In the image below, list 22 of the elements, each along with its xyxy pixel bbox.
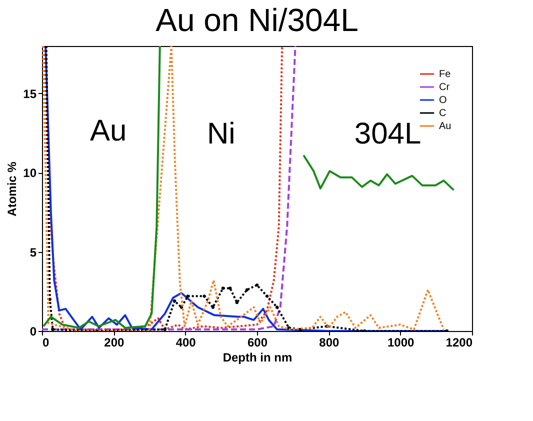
legend-label: O (439, 95, 447, 106)
x-tick-label: 0 (42, 336, 50, 350)
x-tick-label: 1200 (446, 336, 473, 350)
annotation: Ni (206, 118, 236, 151)
x-tick-label: 200 (104, 336, 124, 350)
x-tick-label: 600 (247, 336, 268, 350)
y-axis-title: Atomic % (5, 161, 20, 216)
annotation: Au (90, 114, 127, 148)
legend-label: Cr (439, 82, 450, 93)
annotation: 304L (354, 118, 422, 151)
legend-label: Fe (439, 69, 452, 80)
y-tick-label: 15 (23, 87, 37, 101)
x-tick-label: 1000 (387, 336, 415, 350)
x-axis-title: Depth in nm (222, 350, 292, 364)
legend-label: Au (439, 121, 452, 132)
y-tick-label: 10 (23, 166, 37, 180)
x-tick-label: 400 (176, 336, 196, 350)
y-tick-label: 0 (30, 324, 37, 338)
chart-title: Au on Ni/304L (156, 2, 358, 38)
y-tick-label: 5 (30, 245, 37, 260)
x-tick-label: 800 (319, 336, 340, 350)
legend-label: C (439, 108, 446, 119)
